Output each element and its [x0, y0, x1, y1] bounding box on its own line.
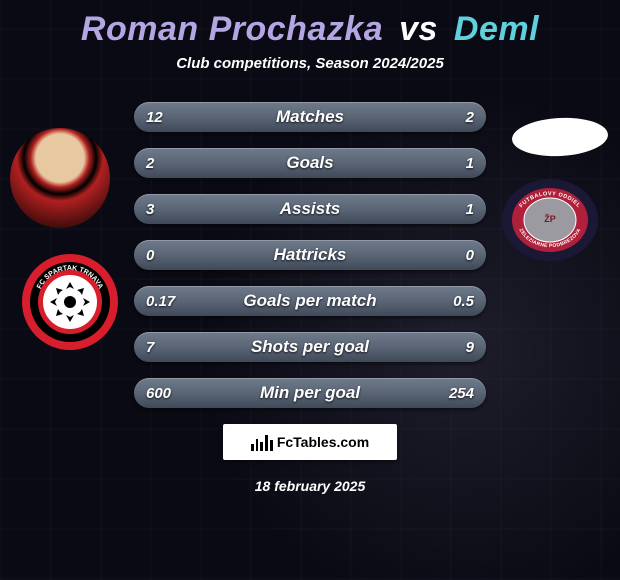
stat-row: 12 Matches 2 [134, 102, 486, 132]
player2-club-crest: ŽP FUTBALOVY ODDIEL ZELEZIARNE PODBREZOV… [500, 178, 600, 263]
title-vs: vs [399, 10, 438, 48]
stat-label: Shots per goal [134, 337, 486, 357]
page-title: Roman Prochazka vs Deml [0, 0, 620, 49]
fctables-text: FcTables.com [277, 434, 369, 450]
stat-row: 3 Assists 1 [134, 194, 486, 224]
stat-label: Min per goal [134, 383, 486, 403]
stat-label: Assists [134, 199, 486, 219]
player1-club-crest: FC SPARTAK TRNAVA [20, 252, 120, 352]
stat-label: Hattricks [134, 245, 486, 265]
stat-label: Goals per match [134, 291, 486, 311]
stat-row: 0 Hattricks 0 [134, 240, 486, 270]
stat-row: 7 Shots per goal 9 [134, 332, 486, 362]
stat-row: 2 Goals 1 [134, 148, 486, 178]
svg-text:ŽP: ŽP [544, 213, 556, 224]
stat-label: Goals [134, 153, 486, 173]
stat-row: 0.17 Goals per match 0.5 [134, 286, 486, 316]
date-label: 18 february 2025 [0, 478, 620, 494]
bars-icon [251, 433, 273, 451]
stats-rows: 12 Matches 2 2 Goals 1 3 Assists 1 0 Hat… [134, 102, 486, 408]
fctables-watermark: FcTables.com [223, 424, 397, 460]
player1-avatar [10, 128, 110, 228]
player2-badge-ellipse [511, 116, 609, 159]
title-player1: Roman Prochazka [81, 10, 383, 48]
stat-row: 600 Min per goal 254 [134, 378, 486, 408]
stat-label: Matches [134, 107, 486, 127]
title-player2: Deml [454, 10, 539, 48]
subtitle: Club competitions, Season 2024/2025 [0, 55, 620, 72]
